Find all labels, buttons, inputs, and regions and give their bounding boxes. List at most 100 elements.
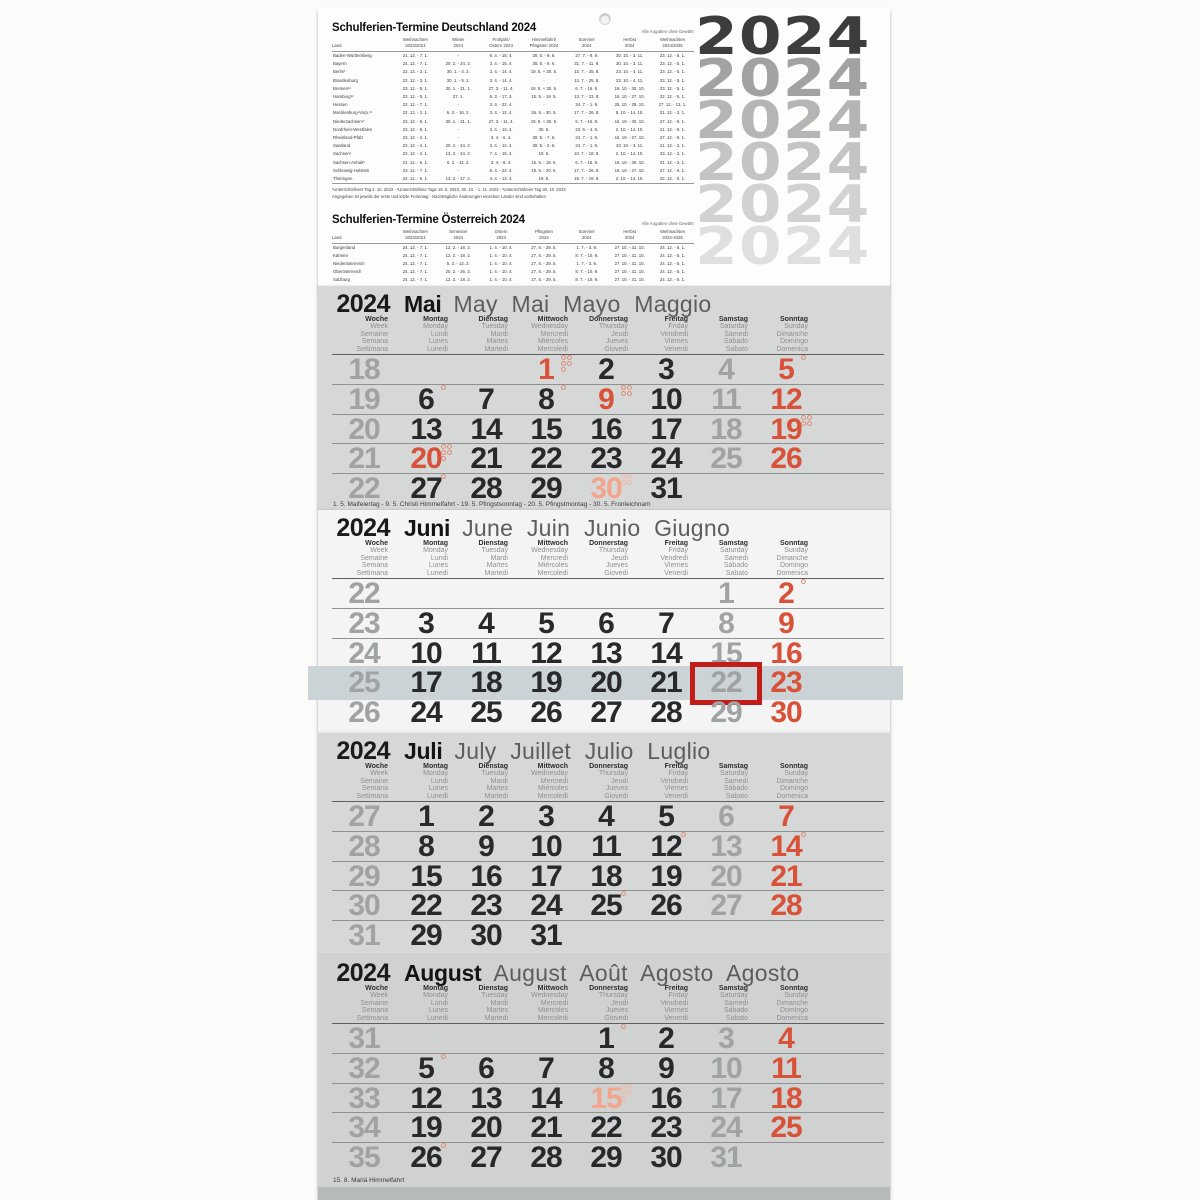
holiday-dates: 27. 1. [452,93,464,99]
day-cell: 14 [756,831,816,862]
holiday-dates: 23. 10. - 4. 11. [615,77,644,83]
holiday-dates: 30. 5. [538,126,550,132]
state-name: Mecklenburg-Vorp.¹³ [333,110,372,116]
week-row: 23 3 4 5 6 7 8 9 [332,606,884,640]
holiday-dates: 21. 12. - 7. 1. [402,52,429,58]
month-body: Woche Week Semaine Semana Settimana Montag Mon… [332,983,884,1175]
region-mark-icon [681,831,686,837]
year-logo-row: 2024 [695,133,871,193]
day-cell: 20 [696,861,756,892]
day-number: 15 [530,412,562,446]
holiday-dates: 1. 4. - 10. 4. [489,261,513,267]
holiday-dates: 12. 2. - 18. 2. [445,244,471,250]
day-cell: 18 [456,668,516,698]
week-number: 22 [348,472,380,506]
holiday-dates: 20. 2. - 26. 2. [445,269,471,275]
day-cell: 9 [456,831,516,862]
day-cell: 29 [576,1143,636,1173]
holiday-dates: 3. 4. - 13. 4. [479,174,523,185]
day-cell: 13 [696,831,756,862]
day-number: 28 [530,1141,562,1175]
month-year: 2024 [336,737,390,765]
month-footnote: 1. 5. Maifeiertag - 9. 5. Christi Himmel… [333,501,651,508]
holiday-dates: 31. 7. - 11. 9. [574,61,600,67]
region-mark-icon [627,474,632,480]
holiday-dates: 20. 2. - 24. 2. [445,143,471,149]
day-number: 17 [410,666,442,700]
day-number: 18 [710,412,742,446]
region-mark-icon [621,1024,626,1029]
holiday-dates: 5. 2. - 12. 2. [446,261,470,267]
date-slider-cell[interactable]: 22 [690,662,762,706]
day-number: 5 [778,353,795,386]
day-cell: 12 [396,1083,456,1114]
day-number: 12 [770,382,802,416]
empty-day-cell [516,1024,576,1054]
holiday-dates: 27. 10. - 31. 10. [614,277,645,283]
state-name: Oberösterreich [333,269,362,275]
day-number: 17 [650,412,682,446]
holiday-dates: 24. 12. - 6. 1. [659,252,686,258]
day-cell: 15 [396,861,456,892]
day-number: 12 [650,829,682,863]
region-mark-icon [621,1089,626,1095]
holiday-dates: 27. 12. - 5. 1. [659,118,686,124]
day-cell: 26 [756,444,816,474]
day-cell: 22 [516,444,576,474]
day-number: 5 [658,800,675,833]
day-column-header: Donnerstag Thursday Jeudi Jueves Giovedi [589,540,628,577]
holiday-dates: 3. 4. - 15. 4. [489,61,513,67]
day-number: 9 [778,606,795,640]
day-column-header: Montag Monday Lundi Lunes Lunedi [423,763,448,800]
day-cell: 15 [516,412,576,446]
day-cell: 7 [516,1053,576,1084]
day-cell: 11 [696,384,756,415]
empty-day-cell [696,921,756,951]
day-number: 28 [770,889,802,923]
holiday-dates: 27. 10. - 31. 10. [614,244,645,250]
week-number: 33 [348,1081,380,1115]
holiday-dates: 24. 12. - 6. 1. [659,261,686,267]
day-number: 31 [710,1141,742,1175]
month-body: Woche Week Semaine Semana Settimana Montag Mon… [332,314,884,506]
holiday-info-sheet: Schulferien-Termine Deutschland 2024 All… [318,8,890,319]
holiday-dates: 22. 12. - 7. 1. [402,102,429,108]
day-cell: 31 [696,1143,756,1173]
week-column-header: Woche Week Semaine Semana Settimana [356,540,388,577]
holiday-dates: 1. 4. - 10. 4. [489,269,513,275]
holiday-dates: 16. 10. - 27. 10. [614,167,645,173]
week-row: 19 6 7 8 9 10 11 12 [332,382,884,416]
day-column-header: Samstag Saturday Samedi Sábado Sabato [718,763,748,800]
day-cell: 1 [696,579,756,609]
column-header: Semester 2024 [436,227,480,244]
day-number: 6 [478,1051,495,1085]
day-cell: 31 [636,474,696,504]
holiday-dates: 27. 5. - 29. 5. [531,252,557,258]
holiday-region-marks [621,1083,633,1102]
day-column-header: Freitag Friday Vendredi Viernes Venerdi [660,985,688,1022]
day-cell: 19 [756,414,816,445]
day-cell: 5 [516,608,576,639]
state-name: Bayern [333,61,347,67]
day-number: 17 [710,1081,742,1115]
day-column-header: Mittwoch Wednesday Mercredi Miércoles Mercol… [531,316,568,353]
month-names-intl: May Mai Mayo Maggio [453,291,712,317]
holiday-dates: 3. 4. - 14. 4. [489,77,513,83]
day-column-header: Sonntag Sunday Dimanche Domingo Domenica [776,985,808,1022]
region-mark-icon [447,444,452,450]
empty-day-cell [696,474,756,504]
holiday-dates: - [543,102,545,108]
holiday-dates: 24. 12. - 7. 1. [402,252,429,258]
holiday-dates: 15. 7. - 19. 8. [565,174,609,185]
day-number: 6 [598,606,615,640]
day-cell: 1 [396,802,456,832]
region-mark-icon [441,474,446,480]
holiday-dates: 6. 3. - 17. 3. [489,93,513,99]
holiday-dates: 17. 7. - 26. 8. [574,167,600,173]
day-number: 4 [778,1022,795,1055]
day-cell: 20 [396,444,456,474]
table-row: Rheinland-Pfalz 23. 12. - 2. 1. - 3. 4. - 6… [332,134,694,142]
holiday-dates: 22. 12. - 5. 1. [659,93,686,99]
day-number: 2 [478,800,495,833]
day-number: 18 [470,666,502,700]
